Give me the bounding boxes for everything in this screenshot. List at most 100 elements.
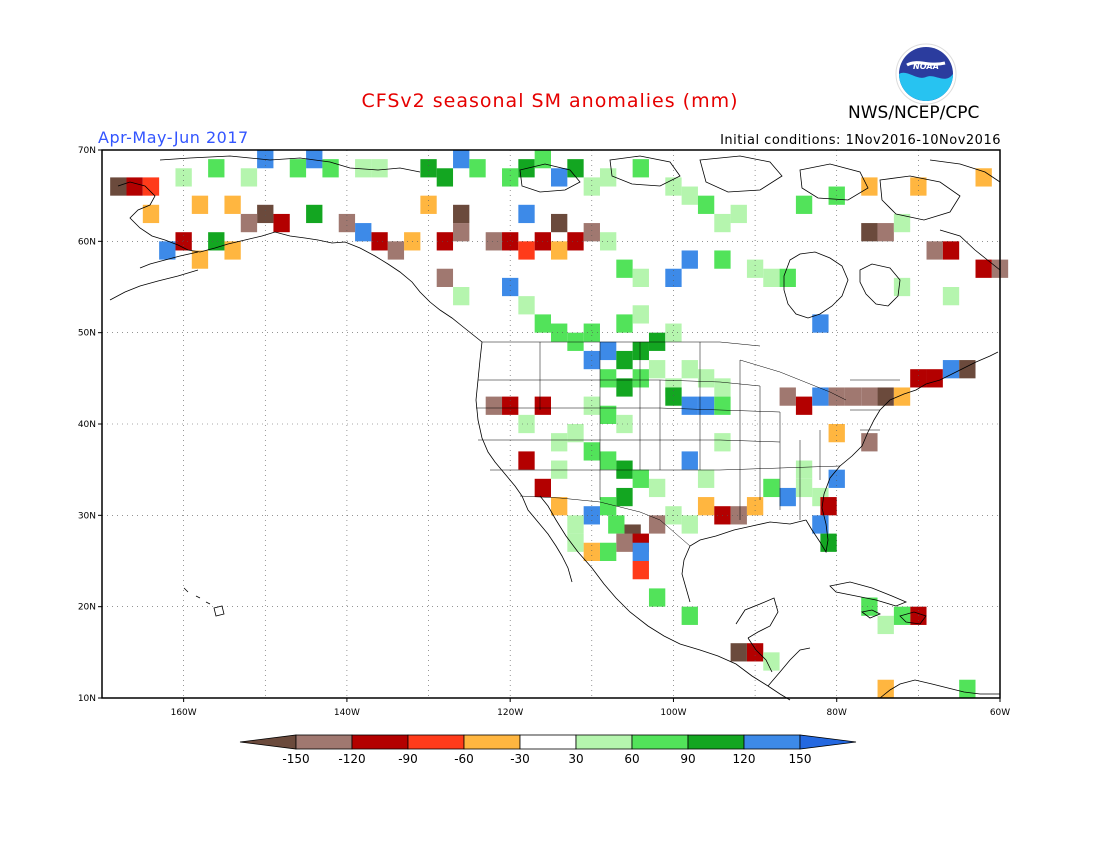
anomaly-cell xyxy=(567,424,584,443)
anomaly-cell xyxy=(191,195,209,214)
anomaly-cell xyxy=(420,195,437,214)
anomaly-cell xyxy=(795,195,813,214)
anomaly-cell xyxy=(820,497,837,516)
anomaly-cell xyxy=(812,515,829,534)
anomaly-cell xyxy=(191,250,209,269)
anomaly-cell xyxy=(746,643,764,662)
anomaly-cell xyxy=(697,396,715,415)
anomaly-cell xyxy=(273,213,290,233)
anomaly-cell xyxy=(616,378,633,397)
anomaly-cell xyxy=(959,679,976,698)
anomaly-cell xyxy=(632,305,649,324)
anomaly-cell xyxy=(599,405,617,424)
colorbar-label: -120 xyxy=(338,752,365,766)
anomaly-cell xyxy=(893,387,911,406)
anomaly-cell xyxy=(681,250,698,269)
anomaly-cell xyxy=(567,159,584,178)
anomaly-cell xyxy=(681,606,698,625)
anomaly-cell xyxy=(877,615,894,635)
colorbar-label: 60 xyxy=(624,752,639,766)
anomaly-cell xyxy=(453,150,470,169)
logo-text: NOAA xyxy=(913,62,939,71)
anomaly-cell xyxy=(551,213,568,233)
anomaly-cell xyxy=(714,433,731,452)
colorbar-swatch xyxy=(351,734,409,750)
anomaly-cell xyxy=(746,497,764,516)
colorbar-left-arrow xyxy=(239,734,297,750)
anomaly-cell xyxy=(142,177,160,196)
anomaly-cell xyxy=(632,369,649,388)
anomaly-cell xyxy=(812,314,829,333)
anomaly-cell xyxy=(436,168,454,187)
anomaly-cell xyxy=(599,497,617,516)
anomaly-cell xyxy=(551,460,568,479)
political-borders xyxy=(476,341,900,547)
colorbar-swatch xyxy=(407,734,465,750)
agency-label: NWS/NCEP/CPC xyxy=(848,103,980,123)
anomaly-cell xyxy=(599,341,617,361)
anomaly-cell xyxy=(697,497,715,516)
anomaly-cell xyxy=(665,268,682,287)
anomaly-cell xyxy=(599,369,617,388)
anomaly-cell xyxy=(942,360,960,379)
anomaly-cell xyxy=(240,168,258,187)
anomaly-cell xyxy=(126,177,143,196)
anomaly-cell xyxy=(224,195,241,214)
anomaly-cell xyxy=(681,515,698,534)
initial-conditions-label: Initial conditions: 1Nov2016-10Nov2016 xyxy=(720,133,1001,148)
anomaly-cell xyxy=(518,241,535,260)
anomaly-cell xyxy=(306,204,323,224)
lat-label: 60N xyxy=(78,237,96,247)
anomaly-cell xyxy=(175,168,192,187)
anomaly-cell xyxy=(338,213,356,233)
anomaly-cell xyxy=(224,241,241,260)
anomaly-cell xyxy=(632,268,649,287)
anomaly-cell xyxy=(632,469,649,488)
anomaly-cell xyxy=(681,186,698,205)
anomaly-cell xyxy=(355,159,372,178)
anomaly-cell xyxy=(632,341,649,361)
lat-label: 10N xyxy=(78,694,96,704)
noaa-logo: NOAA xyxy=(895,43,957,109)
anomaly-cell xyxy=(795,460,813,479)
anomaly-cell xyxy=(583,323,600,342)
lon-label: 120W xyxy=(497,708,523,718)
colorbar-label: 120 xyxy=(733,752,756,766)
anomaly-cell xyxy=(926,241,943,260)
anomaly-cell xyxy=(551,241,568,260)
lat-label: 40N xyxy=(78,420,96,430)
anomaly-cell xyxy=(877,679,894,698)
season-label: Apr-May-Jun 2017 xyxy=(98,128,249,147)
anomaly-cell xyxy=(534,150,551,169)
lon-label: 100W xyxy=(660,708,686,718)
anomaly-cell xyxy=(681,360,698,379)
anomaly-cell xyxy=(877,223,894,242)
anomaly-cell xyxy=(257,204,274,224)
anomaly-cell xyxy=(240,213,258,233)
anomaly-cell xyxy=(632,159,649,178)
anomaly-cell xyxy=(665,387,682,406)
anomaly-cell xyxy=(485,396,503,415)
anomaly-cell xyxy=(567,533,584,552)
colorbar-swatch xyxy=(631,734,689,750)
anomaly-cell xyxy=(926,369,943,388)
lon-label: 60W xyxy=(990,708,1010,718)
anomaly-cell xyxy=(583,442,600,461)
anomaly-cell xyxy=(551,497,568,516)
anomaly-cell xyxy=(779,268,796,287)
anomaly-cells xyxy=(110,150,1009,698)
anomaly-cell xyxy=(616,460,633,479)
colorbar-swatch xyxy=(575,734,633,750)
anomaly-cell xyxy=(910,369,927,388)
anomaly-cell xyxy=(502,277,519,297)
anomaly-cell xyxy=(142,204,160,224)
anomaly-cell xyxy=(485,232,503,251)
anomaly-cell xyxy=(665,177,682,196)
colorbar-label: -90 xyxy=(398,752,418,766)
anomaly-cell xyxy=(795,478,813,498)
anomaly-cell xyxy=(599,451,617,470)
anomaly-cell xyxy=(893,213,911,233)
anomaly-cell xyxy=(730,204,747,224)
anomaly-cell xyxy=(812,387,829,406)
